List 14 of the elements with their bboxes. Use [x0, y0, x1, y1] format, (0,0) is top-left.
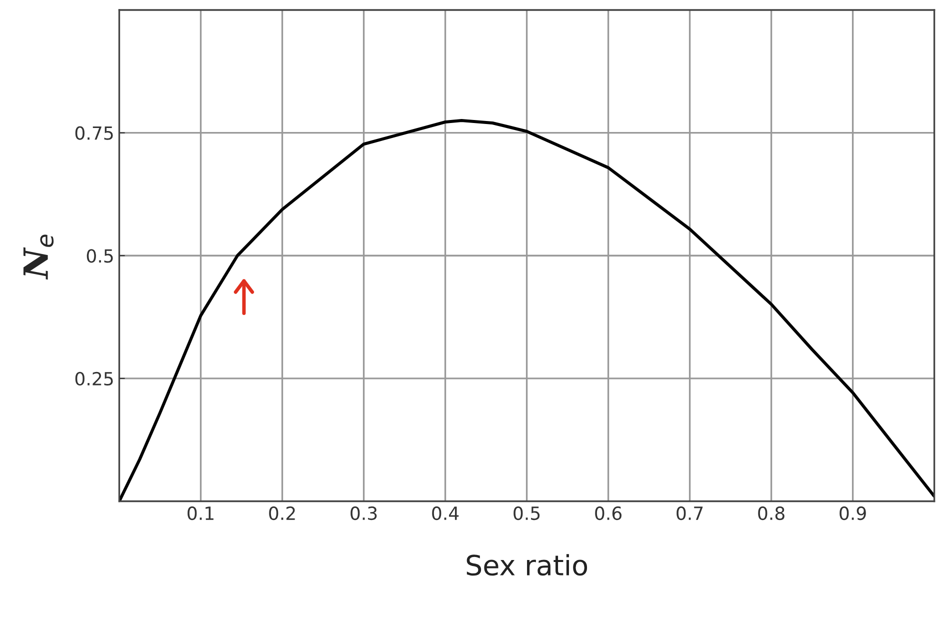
x-tick-label: 0.7 — [676, 506, 703, 520]
x-tick-label: 0.6 — [595, 506, 622, 520]
x-tick-label: 0.4 — [432, 506, 459, 520]
y-axis-title: N$_{e}$ — [23, 234, 54, 280]
y-tick-label: 0.5 — [86, 249, 113, 263]
x-tick-label: 0.1 — [188, 506, 214, 520]
x-tick-label: 0.2 — [269, 506, 295, 520]
y-tick-label: 0.75 — [75, 126, 113, 140]
x-tick-label: 0.8 — [758, 506, 784, 520]
y-tick-label: 0.25 — [75, 372, 113, 386]
x-tick-label: 0.5 — [514, 506, 540, 520]
x-tick-label: 0.9 — [840, 506, 866, 520]
x-axis-title: Sex ratio — [466, 554, 588, 576]
x-tick-label: 0.3 — [350, 506, 377, 520]
